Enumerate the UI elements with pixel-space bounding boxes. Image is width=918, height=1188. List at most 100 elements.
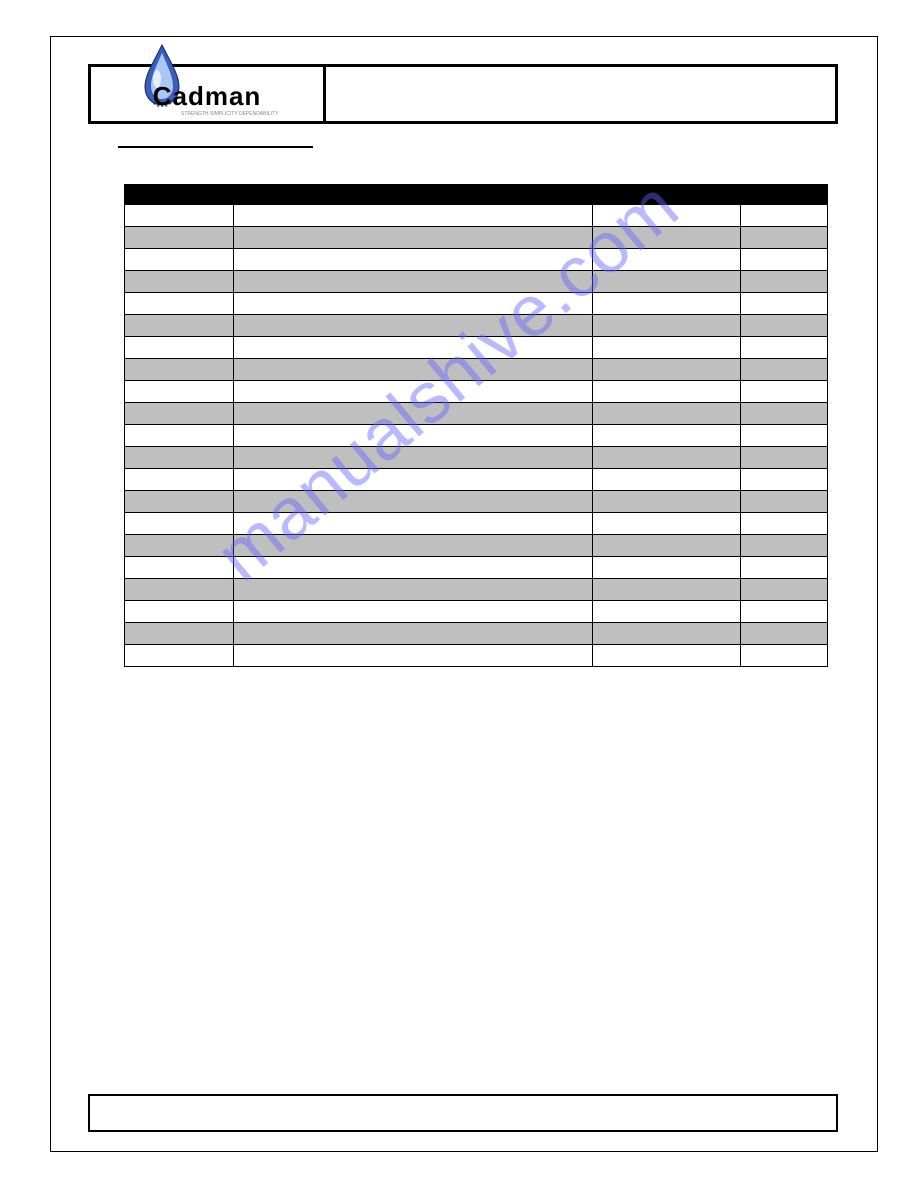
cell-part (592, 227, 740, 249)
parts-table (124, 184, 828, 667)
cell-item (125, 535, 234, 557)
table-row (125, 381, 828, 403)
cell-desc (233, 381, 592, 403)
col-header-desc (233, 185, 592, 205)
col-header-part (592, 185, 740, 205)
cell-desc (233, 645, 592, 667)
cell-qty (740, 557, 827, 579)
cell-desc (233, 205, 592, 227)
table-row (125, 315, 828, 337)
section-underline (118, 146, 313, 148)
table-row (125, 645, 828, 667)
cell-item (125, 469, 234, 491)
cell-desc (233, 315, 592, 337)
cell-qty (740, 447, 827, 469)
cell-item (125, 249, 234, 271)
cell-desc (233, 249, 592, 271)
cell-item (125, 359, 234, 381)
cell-qty (740, 293, 827, 315)
cell-qty (740, 227, 827, 249)
table-row (125, 469, 828, 491)
cell-desc (233, 469, 592, 491)
cell-desc (233, 513, 592, 535)
page: Cadman STRENGTH SIMPLICITY DEPENDABILITY… (0, 0, 918, 1188)
table-row (125, 227, 828, 249)
table-row (125, 535, 828, 557)
cell-desc (233, 359, 592, 381)
cell-part (592, 337, 740, 359)
cell-part (592, 271, 740, 293)
table-row (125, 601, 828, 623)
table-row (125, 403, 828, 425)
table-row (125, 557, 828, 579)
cell-desc (233, 601, 592, 623)
cell-desc (233, 535, 592, 557)
cell-qty (740, 249, 827, 271)
cell-qty (740, 315, 827, 337)
cell-part (592, 293, 740, 315)
cell-desc (233, 579, 592, 601)
cell-part (592, 535, 740, 557)
cell-part (592, 557, 740, 579)
cell-item (125, 579, 234, 601)
cell-qty (740, 381, 827, 403)
cell-item (125, 205, 234, 227)
cell-part (592, 513, 740, 535)
cell-qty (740, 425, 827, 447)
cell-qty (740, 601, 827, 623)
cell-desc (233, 447, 592, 469)
cell-qty (740, 469, 827, 491)
cell-qty (740, 403, 827, 425)
cell-desc (233, 491, 592, 513)
cell-part (592, 205, 740, 227)
cell-part (592, 249, 740, 271)
cell-desc (233, 557, 592, 579)
table-row (125, 337, 828, 359)
cell-part (592, 491, 740, 513)
cell-item (125, 513, 234, 535)
cell-part (592, 579, 740, 601)
cell-desc (233, 623, 592, 645)
cell-qty (740, 579, 827, 601)
table-row (125, 359, 828, 381)
cell-desc (233, 227, 592, 249)
col-header-item (125, 185, 234, 205)
cell-item (125, 337, 234, 359)
table-row (125, 623, 828, 645)
table-row (125, 425, 828, 447)
table-row (125, 579, 828, 601)
cell-desc (233, 425, 592, 447)
cell-desc (233, 337, 592, 359)
cell-desc (233, 403, 592, 425)
cell-qty (740, 205, 827, 227)
logo-tagline: STRENGTH SIMPLICITY DEPENDABILITY (181, 111, 278, 117)
cell-item (125, 271, 234, 293)
cell-part (592, 403, 740, 425)
cell-item (125, 645, 234, 667)
col-header-qty (740, 185, 827, 205)
table-row (125, 447, 828, 469)
cell-qty (740, 513, 827, 535)
cell-item (125, 381, 234, 403)
cell-part (592, 425, 740, 447)
footer-bar (88, 1094, 838, 1132)
cell-qty (740, 535, 827, 557)
cell-qty (740, 359, 827, 381)
table-row (125, 271, 828, 293)
cell-item (125, 227, 234, 249)
cell-item (125, 623, 234, 645)
cell-part (592, 645, 740, 667)
table-header-row (125, 185, 828, 205)
table-row (125, 249, 828, 271)
cell-item (125, 293, 234, 315)
cell-item (125, 425, 234, 447)
cell-qty (740, 271, 827, 293)
table-row (125, 513, 828, 535)
cell-part (592, 315, 740, 337)
logo-cell: Cadman STRENGTH SIMPLICITY DEPENDABILITY (91, 67, 326, 121)
cell-qty (740, 623, 827, 645)
table-row (125, 205, 828, 227)
logo-brand-text: Cadman (153, 81, 262, 112)
cell-item (125, 403, 234, 425)
cell-item (125, 557, 234, 579)
